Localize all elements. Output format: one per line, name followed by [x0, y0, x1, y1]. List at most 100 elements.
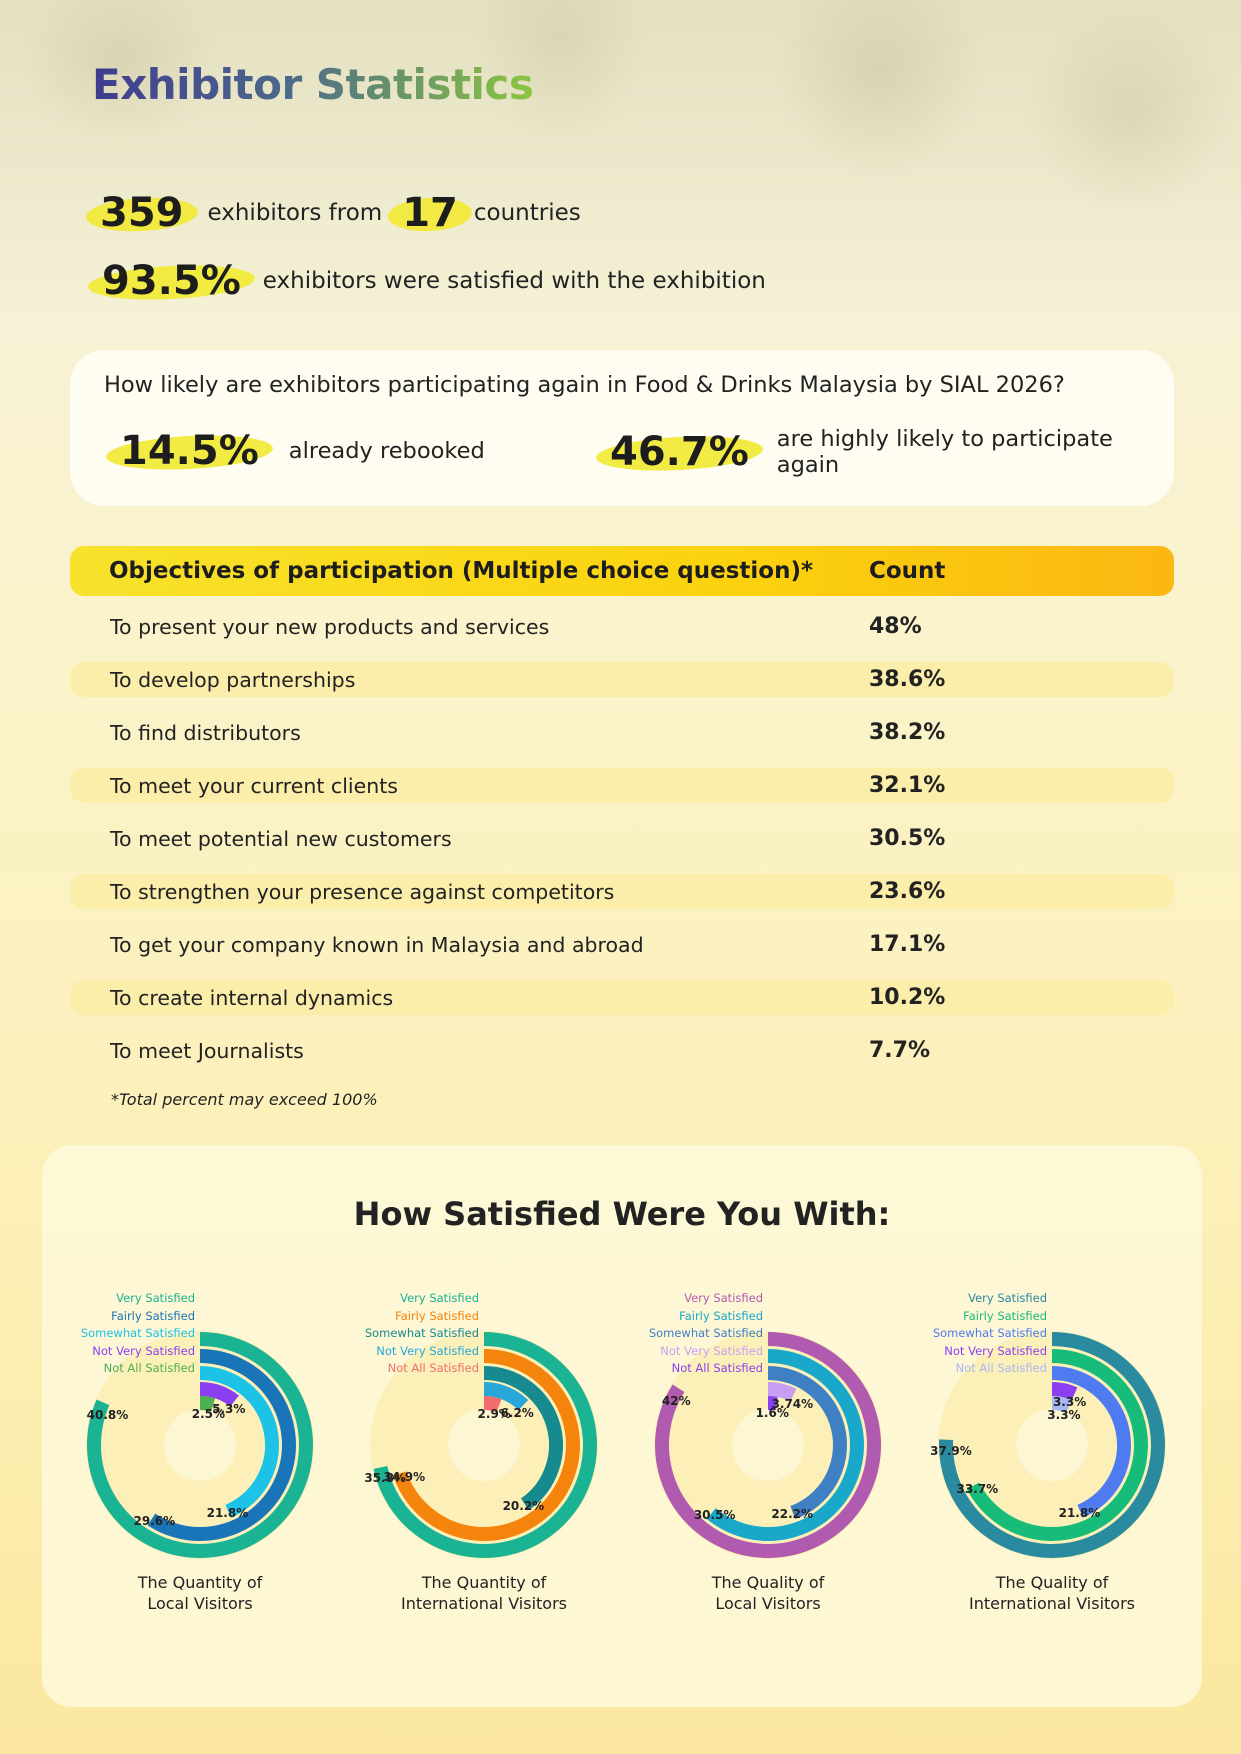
- objective-value: 7.7%: [869, 1038, 931, 1063]
- radial-bar-3: [1051, 1366, 1131, 1518]
- table-row: To get your company known in Malaysia an…: [70, 927, 1174, 962]
- radial-bar-2: [393, 1349, 580, 1541]
- rebooked-label: already rebooked: [288, 438, 485, 464]
- radial-bar-2: [966, 1349, 1148, 1541]
- legend-item: Not All Satisfied: [955, 1361, 1047, 1375]
- data-label: 3.3%: [1052, 1395, 1087, 1410]
- chart-caption-line: The Quality of: [711, 1573, 825, 1592]
- chart-caption: The Quality of International Visitors: [922, 1572, 1182, 1614]
- radial-bar-5: [767, 1396, 778, 1411]
- table-row: To meet Journalists 7.7%: [70, 1033, 1174, 1068]
- satisfied-percentage: 93.5%: [102, 258, 241, 304]
- radial-bar-4: [1051, 1382, 1078, 1401]
- data-label: 22.2%: [771, 1506, 814, 1521]
- legend-item: Very Satisfied: [968, 1291, 1047, 1305]
- chart-caption-line: International Visitors: [969, 1594, 1135, 1613]
- data-label: 34.9%: [383, 1470, 426, 1485]
- chart-center: [448, 1409, 520, 1481]
- legend-item: Not All Satisfied: [103, 1361, 195, 1375]
- table-row: To present your new products and service…: [70, 609, 1174, 644]
- objective-label: To meet Journalists: [110, 1038, 304, 1063]
- radial-bar-4: [199, 1382, 239, 1407]
- objective-value: 38.2%: [869, 720, 946, 745]
- legend-item: Somewhat Satisfied: [932, 1326, 1047, 1340]
- data-label: 5.3%: [212, 1402, 246, 1417]
- objectives-table: Objectives of participation (Multiple ch…: [70, 546, 1174, 1063]
- radial-bar-4: [767, 1382, 797, 1402]
- table-row: To meet potential new customers 30.5%: [70, 821, 1174, 856]
- chart-legend: Very Satisfied Fairly Satisfied Somewhat S…: [638, 1290, 763, 1378]
- objective-value: 48%: [869, 614, 922, 639]
- objectives-column-header: Objectives of participation (Multiple ch…: [109, 558, 814, 584]
- legend-item: Not Very Satisfied: [660, 1343, 763, 1358]
- legend-item: Somewhat Satisfied: [80, 1326, 195, 1340]
- table-row: To develop partnerships 38.6%: [70, 662, 1174, 697]
- chart-caption-line: The Quality of: [995, 1573, 1109, 1592]
- chart-center: [1016, 1409, 1088, 1481]
- radial-bar-3: [483, 1366, 563, 1511]
- data-label: 3.3%: [1047, 1408, 1081, 1423]
- legend-item: Very Satisfied: [684, 1291, 763, 1305]
- legend-item: Very Satisfied: [400, 1291, 479, 1305]
- data-label: 30.5%: [693, 1508, 736, 1523]
- data-label: 1.6%: [755, 1405, 789, 1420]
- objective-label: To meet potential new customers: [110, 826, 452, 851]
- legend-item: Not Very Satisfied: [92, 1343, 195, 1358]
- chart-legend: Very Satisfied Fairly Satisfied Somewhat S…: [922, 1290, 1047, 1378]
- objective-label: To create internal dynamics: [110, 985, 394, 1010]
- objective-value: 30.5%: [869, 826, 946, 851]
- satisfaction-line: 93.5% exhibitors were satisfied with the…: [102, 258, 766, 304]
- objective-value: 10.2%: [869, 985, 946, 1010]
- satisfaction-heading: How Satisfied Were You With:: [353, 1195, 891, 1233]
- data-label: 2.9%: [477, 1407, 511, 1422]
- objective-value: 17.1%: [869, 932, 946, 957]
- legend-item: Not All Satisfied: [387, 1361, 479, 1375]
- radial-bar-1: [373, 1332, 597, 1558]
- chart-caption: The Quantity of Local Visitors: [70, 1572, 330, 1614]
- legend-item: Very Satisfied: [116, 1291, 195, 1305]
- chart-legend: Very Satisfied Fairly Satisfied Somewhat S…: [70, 1290, 195, 1378]
- legend-item: Not All Satisfied: [671, 1361, 763, 1375]
- count-column-header: Count: [869, 558, 946, 584]
- table-row: To find distributors 38.2%: [70, 715, 1174, 750]
- radial-bar-1: [87, 1332, 313, 1558]
- radial-bar-3: [767, 1366, 847, 1520]
- objectives-table-header: Objectives of participation (Multiple ch…: [70, 546, 1174, 596]
- rebooked-percentage: 14.5%: [120, 428, 259, 474]
- objective-label: To find distributors: [110, 720, 301, 745]
- radial-bar-2: [706, 1349, 864, 1541]
- objective-value: 23.6%: [869, 879, 946, 904]
- highly-likely-stat: 46.7% are highly likely to participate a…: [530, 426, 1174, 478]
- data-label: 40.8%: [86, 1407, 129, 1422]
- data-label: 20.2%: [502, 1499, 545, 1513]
- donut-chart-quantity-international: Very Satisfied Fairly Satisfied Somewhat S…: [354, 1290, 614, 1570]
- chart-caption: The Quantity of International Visitors: [354, 1572, 614, 1614]
- highly-likely-label: are highly likely to participate again: [776, 426, 1113, 478]
- page-title: Exhibitor Statistics: [92, 60, 534, 109]
- data-label: 35.8%: [364, 1470, 406, 1485]
- table-footnote: *Total percent may exceed 100%: [111, 1090, 378, 1109]
- satisfied-label: exhibitors were satisfied with the exhib…: [262, 268, 766, 294]
- data-label: 42%: [661, 1394, 691, 1409]
- radial-bar-1: [655, 1332, 881, 1558]
- legend-item: Fairly Satisfied: [679, 1308, 763, 1323]
- legend-item: Fairly Satisfied: [395, 1308, 479, 1323]
- radial-bar-5: [199, 1396, 216, 1412]
- radial-bar-5: [483, 1396, 502, 1413]
- legend-item: Not Very Satisfied: [376, 1343, 479, 1358]
- data-label: 3.74%: [771, 1396, 814, 1411]
- exhibitor-count: 359: [100, 190, 184, 236]
- objective-label: To develop partnerships: [110, 667, 356, 692]
- data-label: 21.8%: [206, 1505, 249, 1520]
- table-row: To strengthen your presence against comp…: [70, 874, 1174, 909]
- donut-chart-quantity-local: Very Satisfied Fairly Satisfied Somewhat S…: [70, 1290, 330, 1570]
- table-row: To create internal dynamics 10.2%: [70, 980, 1174, 1015]
- chart-caption-line: The Quantity of: [421, 1573, 547, 1592]
- donut-chart-quality-international: Very Satisfied Fairly Satisfied Somewhat S…: [922, 1290, 1182, 1570]
- radial-bar-2: [147, 1349, 296, 1541]
- legend-item: Somewhat Satisfied: [364, 1326, 479, 1340]
- chart-caption-line: Local Visitors: [147, 1594, 253, 1613]
- chart-caption-line: The Quantity of: [137, 1573, 263, 1592]
- donut-chart-quality-local: Very Satisfied Fairly Satisfied Somewhat S…: [638, 1290, 898, 1570]
- objective-value: 32.1%: [869, 773, 946, 798]
